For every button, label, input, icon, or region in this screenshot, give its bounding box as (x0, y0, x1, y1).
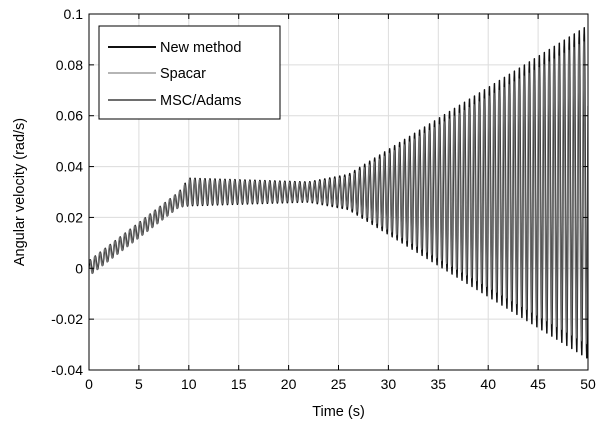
y-tick-label: 0.06 (56, 108, 83, 124)
x-tick-label: 20 (281, 376, 297, 392)
x-tick-label: 30 (381, 376, 397, 392)
y-tick-label: 0 (75, 260, 83, 276)
x-tick-labels: 0 5 10 15 20 25 30 35 40 45 50 (85, 376, 596, 392)
y-tick-label: 0.08 (56, 57, 83, 73)
x-tick-label: 50 (580, 376, 596, 392)
y-tick-labels: -0.04 -0.02 0 0.02 0.04 0.06 0.08 0.1 (51, 6, 83, 378)
y-axis-label: Angular velocity (rad/s) (12, 118, 28, 266)
x-tick-label: 15 (231, 376, 247, 392)
y-tick-label: 0.04 (56, 159, 83, 175)
y-tick-label: 0.1 (64, 6, 84, 22)
x-tick-label: 45 (530, 376, 546, 392)
x-tick-label: 10 (181, 376, 197, 392)
y-tick-label: -0.02 (51, 311, 83, 327)
x-axis-label: Time (s) (312, 404, 365, 420)
x-tick-label: 40 (480, 376, 496, 392)
y-tick-label: -0.04 (51, 362, 83, 378)
series-line-msc-adams (89, 41, 588, 345)
legend-label-new-method: New method (160, 40, 241, 56)
y-tick-label: 0.02 (56, 209, 83, 225)
legend: New method Spacar MSC/Adams (98, 25, 281, 120)
x-tick-label: 35 (431, 376, 447, 392)
x-tick-label: 5 (135, 376, 143, 392)
x-tick-label: 0 (85, 376, 93, 392)
legend-label-spacar: Spacar (160, 66, 206, 82)
legend-label-msc-adams: MSC/Adams (160, 93, 241, 109)
series-group (89, 27, 588, 359)
x-tick-label: 25 (331, 376, 347, 392)
ticks (88, 13, 589, 371)
